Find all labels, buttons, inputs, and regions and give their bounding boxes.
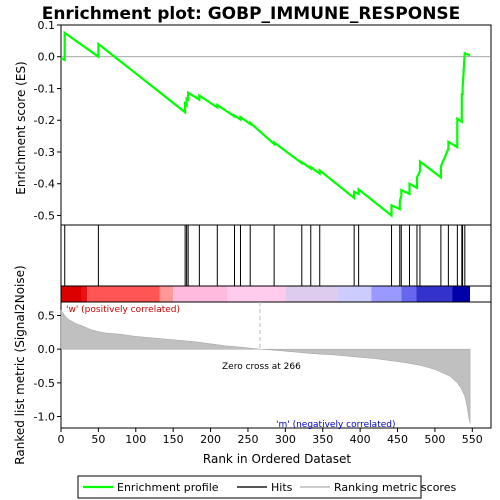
metric-x-tick-label: 0 [58,433,65,446]
legend-label-enrichment-profile: Enrichment profile [117,481,219,494]
metric-y-tick-label: -1.0 [34,411,55,424]
es-y-tick-label: 0.1 [38,19,56,32]
es-y-axis: 0.1 0.0 -0.1 -0.2 -0.3 -0.4 -0.5 [34,19,61,222]
color-bar-segment [452,286,471,302]
color-bar-segment [401,286,417,302]
metric-x-tick-label: 200 [200,433,221,446]
es-y-tick-label: -0.3 [34,146,55,159]
legend-label-ranking-metric-scores: Ranking metric scores [334,481,456,494]
positive-correlation-label: 'w' (positively correlated) [66,305,180,315]
metric-y-tick-label: 0.0 [38,343,56,356]
metric-y-label: Ranked list metric (Signal2Noise) [13,265,27,464]
metric-x-tick-label: 550 [462,433,483,446]
color-bar-segment [285,286,338,302]
color-bar-segment [61,286,82,302]
es-y-tick-label: -0.5 [34,209,55,222]
metric-x-axis: 0 50 100 150 200 250 300 350 400 450 500 550 [58,428,483,446]
es-y-label: Enrichment score (ES) [14,61,28,194]
es-y-tick-label: -0.2 [34,114,55,127]
color-bar-segment [160,286,174,302]
es-y-tick-label: -0.1 [34,82,55,95]
metric-x-tick-label: 250 [237,433,258,446]
metric-y-tick-label: -0.5 [34,377,55,390]
zero-cross-label: Zero cross at 266 [222,362,301,372]
enrichment-profile-line [60,30,471,218]
metric-x-tick-label: 500 [424,433,445,446]
legend-label-hits: Hits [271,481,293,494]
hits-group [64,225,466,286]
metric-x-tick-label: 300 [275,433,296,446]
metric-y-axis: 0.5 0.0 -0.5 -1.0 [34,309,61,424]
ranked-list-color-bar [61,286,491,302]
chart-title: Enrichment plot: GOBP_IMMUNE_RESPONSE [42,4,461,24]
color-bar-segment [416,286,453,302]
metric-y-tick-label: 0.5 [38,309,56,322]
ranking-metric-area [60,309,471,424]
metric-x-tick-label: 50 [91,433,105,446]
metric-x-label: Rank in Ordered Dataset [203,452,351,466]
metric-x-tick-label: 100 [125,433,146,446]
metric-x-tick-label: 400 [350,433,371,446]
color-bar-segment [371,286,402,302]
metric-plot-frame [60,301,492,429]
metric-x-tick-label: 150 [163,433,184,446]
color-bar-segment [337,286,372,302]
es-y-tick-label: 0.0 [38,51,56,64]
color-bar-segment [81,286,88,302]
metric-x-tick-label: 450 [387,433,408,446]
es-y-tick-label: -0.4 [34,178,55,191]
negative-correlation-label: 'm' (negatively correlated) [276,420,395,430]
color-bar-segment [159,286,161,302]
color-bar-segment [173,286,228,302]
color-bar-tail [470,286,491,302]
color-bar-segment [227,286,286,302]
metric-x-tick-label: 350 [312,433,333,446]
color-bar-segment [87,286,160,302]
